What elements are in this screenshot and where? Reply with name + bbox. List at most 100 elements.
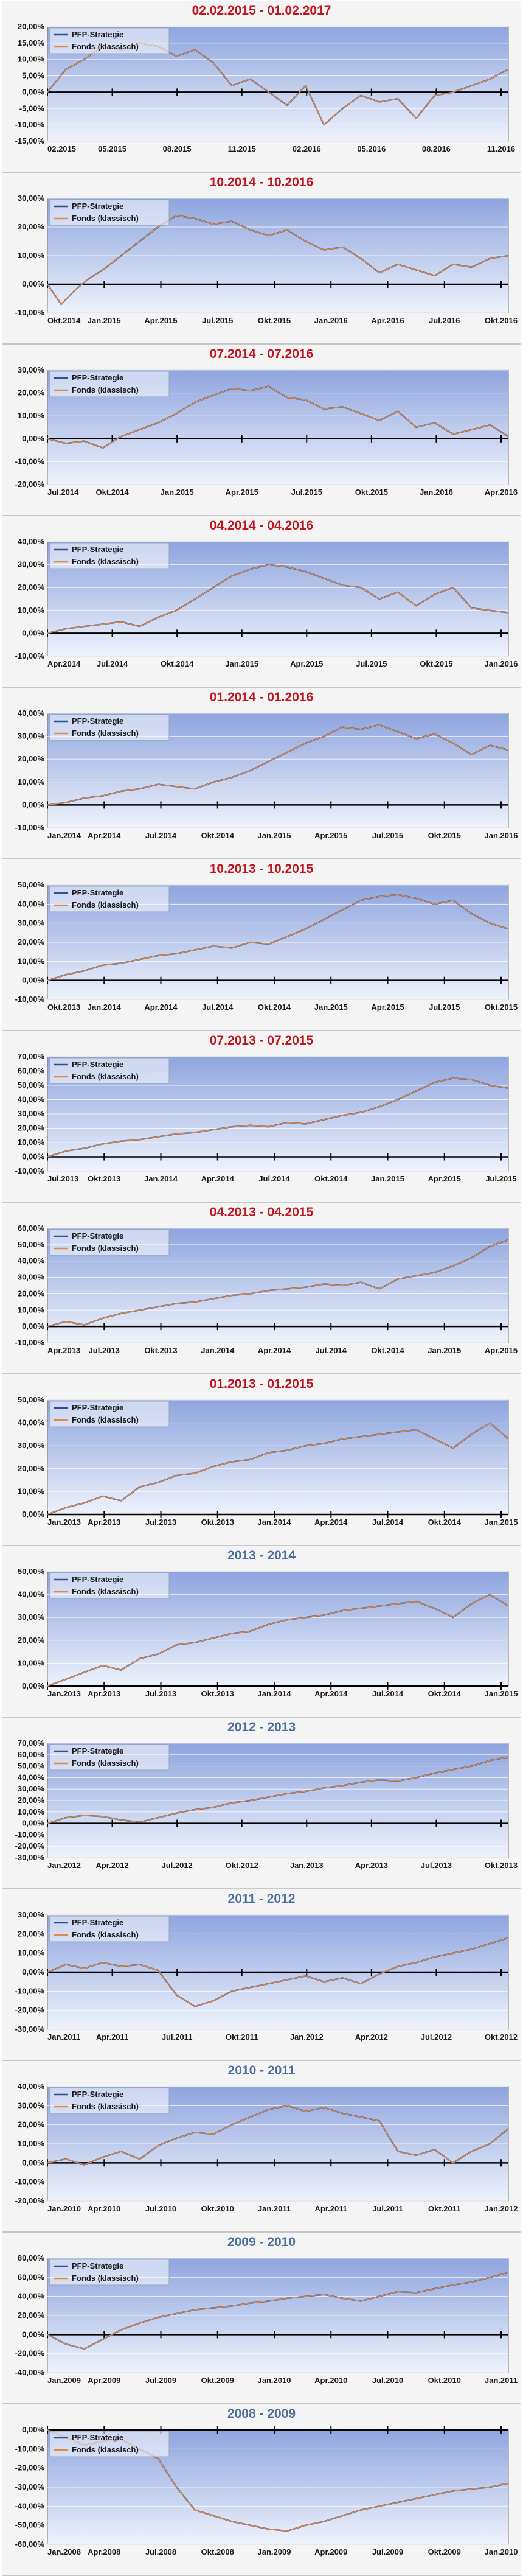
x-tick-label: Jan.2014: [201, 1346, 235, 1355]
x-tick-label: Apr.2013: [88, 1689, 120, 1698]
y-tick-label: 30,00%: [18, 919, 45, 928]
y-tick-label: -20,00%: [15, 2349, 45, 2358]
x-tick-label: Apr.2008: [88, 2547, 120, 2557]
y-tick-label: 70,00%: [18, 1052, 45, 1061]
x-tick-label: Apr.2014: [144, 1003, 178, 1012]
chart-title: 2010 - 2011: [227, 2063, 296, 2077]
legend-label-strategy: PFP-Strategie: [72, 1746, 123, 1755]
x-tick-label: Jul.2012: [421, 2032, 452, 2042]
x-tick-label: Jan.2015: [88, 316, 121, 325]
y-tick-label: 0,00%: [22, 1152, 44, 1161]
y-tick-label: 40,00%: [18, 1773, 45, 1782]
chart-panel: 2011 - 2012 30,00% 20,00% 10,00% 0,00% -10,00…: [2, 1889, 521, 2061]
x-tick-label: Apr.2009: [314, 2547, 347, 2557]
legend-label-strategy: PFP-Strategie: [72, 545, 123, 554]
y-tick-label: 5,00%: [22, 71, 44, 80]
y-tick-label: 40,00%: [18, 1418, 45, 1427]
x-tick-label: Jan.2015: [225, 659, 258, 668]
legend-label-strategy: PFP-Strategie: [72, 201, 123, 211]
x-tick-label: Jul.2013: [421, 1861, 452, 1870]
x-tick-label: Okt.2015: [355, 488, 388, 497]
legend: PFP-Strategie Fonds (klassisch): [49, 199, 170, 226]
y-tick-label: 20,00%: [18, 937, 45, 947]
y-tick-label: 10,00%: [18, 1486, 45, 1496]
y-tick-label: 40,00%: [18, 2292, 45, 2301]
y-tick-label: 50,00%: [18, 1762, 45, 1771]
x-tick-label: Jan.2015: [428, 1346, 461, 1355]
legend-label-fund: Fonds (klassisch): [72, 42, 139, 51]
legend-label-strategy: PFP-Strategie: [72, 888, 123, 897]
y-tick-label: 20,00%: [18, 22, 45, 31]
legend: PFP-Strategie Fonds (klassisch): [49, 27, 170, 54]
chart-title: 2011 - 2012: [227, 1892, 296, 1906]
chart-title: 01.2013 - 01.2015: [209, 1377, 314, 1391]
x-tick-label: Okt.2014: [95, 488, 129, 497]
legend: PFP-Strategie Fonds (klassisch): [49, 886, 170, 912]
y-tick-label: 20,00%: [18, 222, 45, 231]
y-tick-label: -30,00%: [15, 2025, 45, 2034]
legend-label-fund: Fonds (klassisch): [72, 557, 139, 566]
y-tick-label: -5,00%: [19, 103, 45, 113]
y-tick-label: -10,00%: [15, 457, 45, 466]
x-tick-label: Apr.2011: [315, 2204, 348, 2213]
x-tick-label: Jul.2014: [97, 659, 128, 668]
y-tick-label: 10,00%: [18, 1138, 45, 1147]
x-tick-label: Apr.2014: [201, 1174, 235, 1183]
y-tick-label: 0,00%: [22, 2425, 44, 2434]
legend-label-strategy: PFP-Strategie: [72, 1918, 123, 1927]
x-tick-label: Apr.2010: [314, 2376, 347, 2385]
legend-label-fund: Fonds (klassisch): [72, 1587, 139, 1596]
x-tick-label: Jul.2015: [372, 831, 403, 840]
y-tick-label: -10,00%: [15, 1986, 45, 1995]
y-tick-label: 20,00%: [18, 2120, 45, 2129]
x-tick-label: Jul.2015: [291, 488, 322, 497]
y-tick-label: 0,00%: [22, 976, 44, 985]
y-tick-label: 30,00%: [18, 1612, 45, 1622]
x-tick-label: Apr.2014: [314, 1517, 348, 1527]
legend-label-strategy: PFP-Strategie: [72, 1060, 123, 1069]
y-tick-label: 20,00%: [18, 1929, 45, 1938]
x-tick-label: Jul.2014: [372, 1689, 404, 1698]
legend-label-strategy: PFP-Strategie: [72, 30, 123, 39]
x-tick-label: Jul.2010: [372, 2376, 403, 2385]
series-line-fund: [47, 2272, 509, 2350]
legend-box: [49, 714, 170, 741]
y-tick-label: -20,00%: [15, 2463, 45, 2473]
x-tick-label: Jan.2016: [314, 316, 348, 325]
chart-title: 2013 - 2014: [227, 1549, 296, 1563]
legend-label-fund: Fonds (klassisch): [72, 1072, 139, 1081]
y-tick-label: 0,00%: [22, 434, 44, 443]
legend: PFP-Strategie Fonds (klassisch): [49, 714, 170, 741]
x-tick-label: Jan.2015: [161, 488, 194, 497]
chart-svg: 40,00%30,00%20,00%10,00%0,00%-10,00%Apr.…: [15, 537, 518, 668]
y-tick-label: 40,00%: [18, 709, 45, 718]
x-tick-label: Jul.2013: [89, 1346, 120, 1355]
chart-svg: 60,00% 50,00% 40,00% 30,00% 20,00% 10,00% 0,00…: [15, 1223, 518, 1355]
series-line-fund: [47, 2105, 509, 2166]
y-tick-label: 20,00%: [18, 583, 45, 592]
x-tick-label: Okt.2013: [144, 1346, 177, 1355]
chart-title: 2009 - 2010: [227, 2235, 296, 2249]
y-tick-label: 30,00%: [18, 1273, 45, 1282]
y-tick-label: 60,00%: [18, 2272, 45, 2281]
y-tick-label: 10,00%: [18, 1658, 45, 1667]
x-tick-label: Jan.2013: [47, 1517, 81, 1527]
y-tick-label: 50,00%: [18, 1395, 45, 1404]
y-tick-label: 40,00%: [18, 1590, 45, 1599]
y-tick-label: -40,00%: [15, 2501, 45, 2510]
x-tick-label: Okt.2015: [485, 1003, 518, 1012]
x-tick-label: Jan.2014: [258, 1517, 292, 1527]
legend-label-fund: Fonds (klassisch): [72, 729, 139, 738]
legend: PFP-Strategie Fonds (klassisch): [49, 371, 170, 397]
legend-label-strategy: PFP-Strategie: [72, 1231, 123, 1241]
chart-svg: 50,00% 40,00% 30,00% 20,00% 10,00% 0,00% -10,0…: [15, 880, 518, 1012]
x-tick-label: Okt.2011: [428, 2204, 461, 2213]
x-tick-label: Jan.2010: [47, 2204, 81, 2213]
legend-box: [49, 1057, 170, 1084]
series-line-fund: [47, 1239, 509, 1327]
y-tick-label: 0,00%: [22, 1321, 44, 1331]
chart-svg: 30,00% 20,00% 10,00% 0,00% -10,00%Okt.2014 Ja…: [15, 194, 518, 325]
series-line-fund: [47, 385, 509, 449]
x-tick-label: Apr.2014: [47, 659, 81, 668]
